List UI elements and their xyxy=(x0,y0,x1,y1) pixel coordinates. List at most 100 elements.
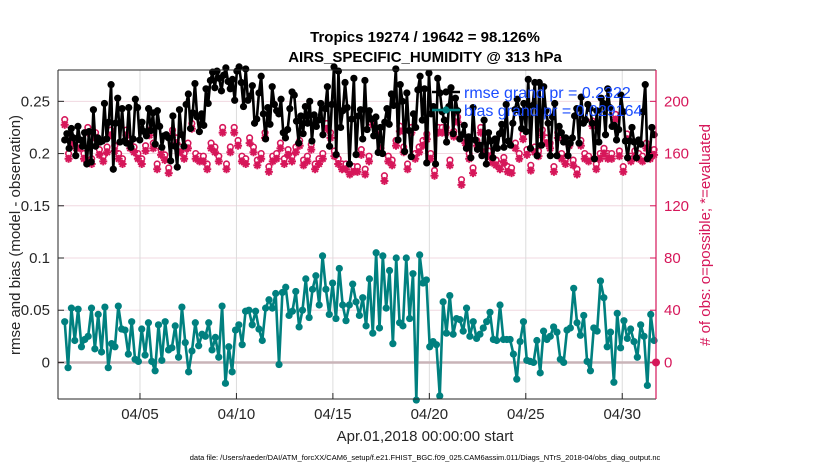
rmse-point xyxy=(641,81,649,89)
bias-point xyxy=(375,324,384,332)
bias-point xyxy=(128,318,136,326)
asterisk-stroke xyxy=(585,157,593,165)
asterisk-stroke xyxy=(142,147,150,155)
rmse-point xyxy=(562,134,570,142)
asterisk-stroke xyxy=(615,152,623,160)
rmse-point xyxy=(478,152,486,160)
rmse-point xyxy=(447,84,455,92)
obs-evaluated-point xyxy=(214,157,223,166)
obs-evaluated-point xyxy=(207,144,216,153)
bias-point xyxy=(449,330,457,338)
rmse-point xyxy=(297,112,305,120)
obs-evaluated-point xyxy=(418,141,427,150)
obs-evaluated-point xyxy=(280,160,289,168)
asterisk-stroke xyxy=(226,148,234,156)
bias-point xyxy=(392,254,400,262)
rmse-point xyxy=(63,130,71,138)
bias-point xyxy=(627,325,635,333)
asterisk-stroke xyxy=(608,155,616,163)
obs-evaluated-point xyxy=(469,169,478,178)
obs-evaluated-point xyxy=(519,135,528,144)
obs-evaluated-point xyxy=(596,154,605,163)
obs-evaluated-point xyxy=(611,115,620,124)
asterisk-stroke xyxy=(61,121,69,129)
bias-point xyxy=(64,364,72,372)
obs-evaluated-point xyxy=(284,150,293,159)
rmse-point xyxy=(72,152,80,160)
rmse-point xyxy=(182,100,190,109)
asterisk-stroke xyxy=(384,157,392,165)
rmse-point xyxy=(69,134,78,142)
bias-point xyxy=(251,307,260,315)
bias-point xyxy=(432,341,441,349)
rmse-point xyxy=(425,69,433,77)
bias-point xyxy=(325,310,333,318)
bias-point xyxy=(168,344,176,352)
bias-point xyxy=(87,304,96,312)
rmse-point xyxy=(321,105,329,113)
bias-point xyxy=(208,346,216,354)
asterisk-stroke xyxy=(138,160,146,168)
rmse-point xyxy=(226,85,234,93)
obs-evaluated-point xyxy=(141,146,150,155)
x-tick-label: 04/25 xyxy=(507,406,545,423)
rmse-point xyxy=(286,105,294,113)
rmse-point xyxy=(348,115,356,123)
asterisk-stroke xyxy=(457,181,466,189)
rmse-point xyxy=(416,72,424,80)
rmse-point xyxy=(246,92,254,100)
rmse-point xyxy=(540,83,548,91)
rmse-point xyxy=(502,100,510,109)
bias-point xyxy=(493,336,501,345)
rmse-point xyxy=(365,107,373,115)
asterisk-stroke xyxy=(276,144,284,152)
bias-point xyxy=(385,266,394,275)
rmse-point xyxy=(604,85,612,93)
asterisk-stroke xyxy=(307,146,315,154)
bias-point xyxy=(446,292,454,300)
bias-point xyxy=(596,277,605,285)
obs-evaluated-point xyxy=(403,165,412,174)
rmse-point xyxy=(323,83,331,91)
bias-point xyxy=(359,294,367,302)
rmse-point xyxy=(500,143,508,151)
obs-evaluated-point xyxy=(222,165,231,174)
rmse-point xyxy=(167,157,175,165)
asterisk-stroke xyxy=(511,144,519,152)
bias-point xyxy=(623,334,631,343)
obs-evaluated-point xyxy=(60,120,69,129)
bias-point xyxy=(513,375,521,383)
asterisk-stroke xyxy=(288,157,296,165)
bias-point xyxy=(154,321,163,329)
bias-point xyxy=(74,305,82,313)
bias-point xyxy=(483,318,491,326)
bias-point xyxy=(342,317,350,325)
rmse-point xyxy=(370,132,378,140)
rmse-point xyxy=(359,135,367,143)
rmse-point xyxy=(418,116,426,124)
rmse-point xyxy=(429,102,437,111)
asterisk-stroke xyxy=(292,148,300,156)
rmse-point xyxy=(195,128,203,136)
bias-point xyxy=(67,304,76,312)
rmse-point xyxy=(345,160,354,168)
y-axis-right: 0 40 80 120 160 200 xyxy=(650,93,689,371)
rmse-point xyxy=(328,100,336,109)
rmse-point xyxy=(103,135,111,143)
rmse-point xyxy=(506,141,515,149)
rmse-point xyxy=(423,159,431,167)
x-tick-label: 04/10 xyxy=(218,406,256,423)
bias-point xyxy=(546,332,554,340)
obs-evaluated-point xyxy=(303,157,312,166)
asterisk-stroke xyxy=(492,161,500,169)
rmse-point xyxy=(582,116,590,124)
rmse-point xyxy=(303,119,312,127)
y-tick-label-right: 0 xyxy=(664,354,672,371)
rmse-point xyxy=(78,142,86,150)
bias-point xyxy=(539,327,548,335)
obs-evaluated-point xyxy=(495,165,504,174)
rmse-point xyxy=(217,87,226,95)
rmse-point xyxy=(361,76,369,85)
bias-point xyxy=(583,357,591,365)
rmse-point xyxy=(363,125,371,134)
